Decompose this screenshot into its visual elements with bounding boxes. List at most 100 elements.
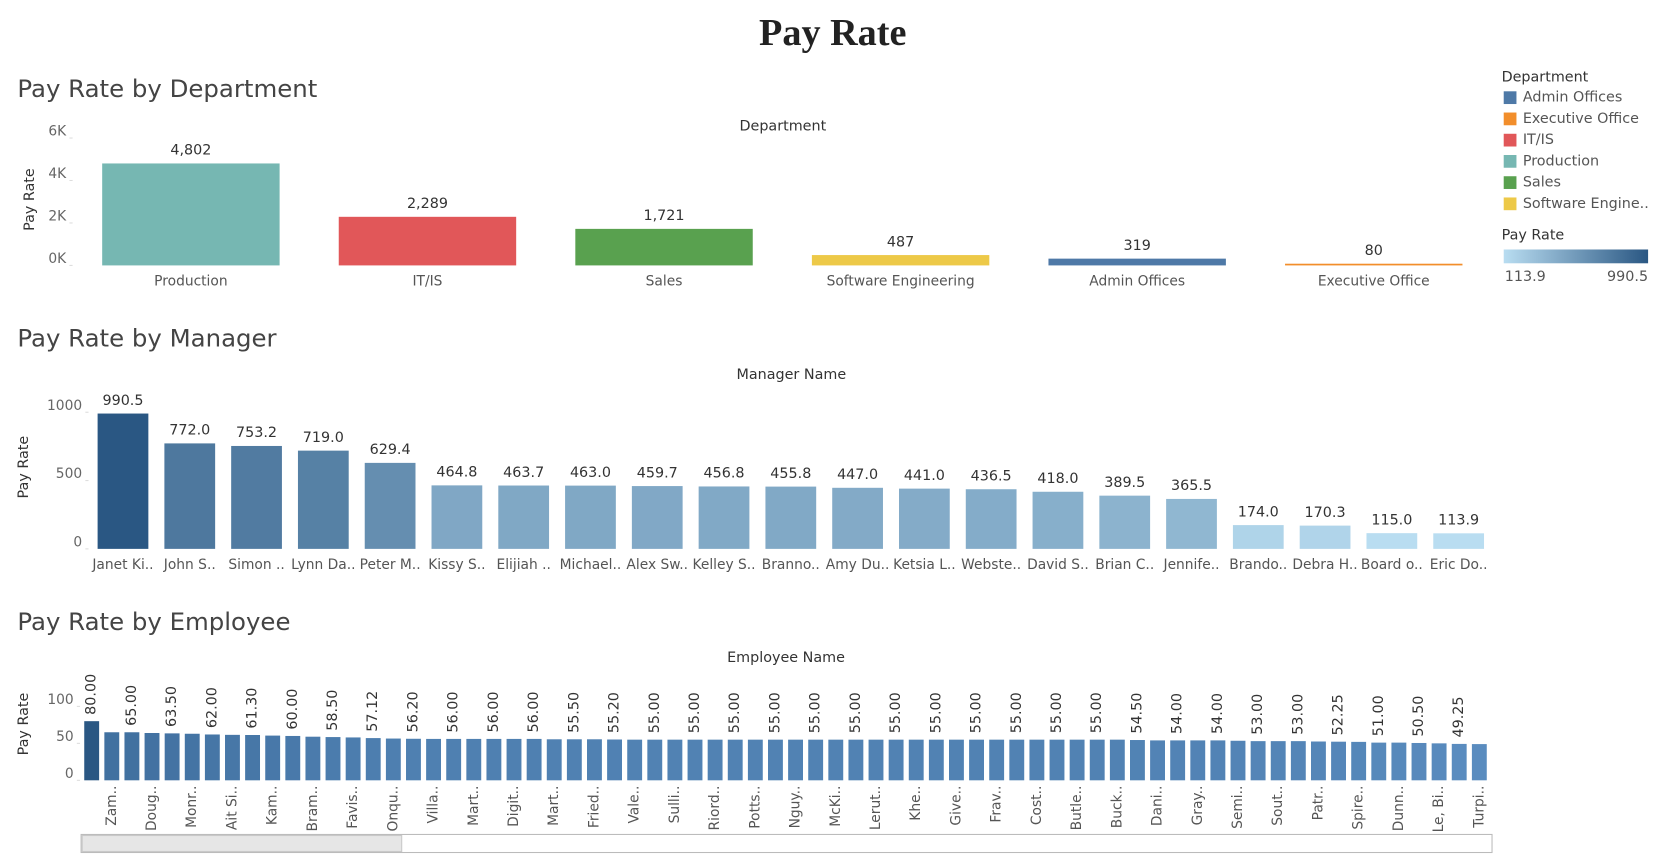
bar	[1069, 739, 1085, 781]
scrollbar-thumb[interactable]	[81, 834, 403, 852]
bar	[1009, 739, 1025, 781]
bar	[446, 738, 462, 781]
bar	[406, 738, 421, 781]
y-tick-label: 0K	[48, 251, 67, 267]
bar	[385, 738, 401, 781]
bar	[245, 734, 261, 781]
x-tick-label: Kelley S..	[692, 557, 755, 573]
bar	[832, 487, 883, 549]
x-tick-label: Lynn Da..	[291, 557, 355, 573]
x-tick-label: David S..	[1027, 557, 1089, 573]
bar	[647, 739, 663, 781]
bar	[506, 738, 522, 781]
data-label: 57.12	[365, 691, 381, 732]
bar	[1411, 742, 1427, 781]
data-label: 61.30	[245, 688, 261, 729]
color-ramp	[1503, 249, 1649, 264]
bar	[204, 734, 220, 781]
color-legend-max: 990.5	[1607, 269, 1648, 285]
bar	[566, 739, 582, 781]
x-axis-header: Department	[739, 118, 826, 134]
bar	[102, 163, 280, 266]
data-label: 55.00	[1089, 692, 1105, 733]
x-tick-label: Debra H..	[1292, 557, 1357, 573]
bar	[426, 738, 442, 781]
x-tick-label: Khe..	[908, 786, 924, 821]
x-tick-label: Branno..	[762, 557, 820, 573]
bar	[364, 462, 416, 549]
section-title: Pay Rate by Department	[17, 74, 317, 103]
x-tick-label: Onqu..	[385, 786, 401, 832]
x-tick-label: Buck..	[1109, 786, 1125, 829]
legend-swatch	[1503, 155, 1517, 168]
data-label: 1,721	[644, 208, 685, 224]
data-label: 174.0	[1238, 504, 1279, 520]
bar	[587, 739, 602, 781]
x-tick-label: Jennife..	[1163, 557, 1220, 573]
legend-swatch	[1503, 133, 1517, 147]
bar	[1351, 741, 1367, 781]
x-tick-label: Admin Offices	[1089, 273, 1185, 289]
x-tick-label: Brando..	[1229, 557, 1287, 573]
x-tick-label: Riord..	[707, 786, 723, 831]
x-tick-label: Kissy S..	[428, 557, 485, 573]
x-tick-label: Alex Sw..	[626, 557, 688, 573]
x-tick-label: Mart..	[466, 786, 482, 826]
x-tick-label: Michael..	[560, 557, 622, 573]
x-tick-label: Frav..	[989, 786, 1005, 823]
bar	[888, 739, 904, 781]
x-axis-header: Manager Name	[737, 367, 847, 383]
bar	[631, 486, 683, 549]
legend-label: Executive Office	[1523, 111, 1639, 127]
x-tick-label: Dunn..	[1391, 786, 1407, 832]
x-tick-label: Villa..	[426, 786, 442, 824]
bar	[765, 486, 817, 549]
x-tick-label: Board o..	[1361, 557, 1423, 573]
x-tick-label: Executive Office	[1318, 273, 1430, 289]
x-tick-label: Doug..	[144, 786, 160, 831]
bar	[84, 721, 100, 781]
bar	[949, 739, 964, 781]
x-tick-label: Ait Si..	[224, 786, 240, 830]
bar	[526, 738, 542, 781]
y-tick-label: 50	[56, 729, 74, 745]
legend-label: Software Engine..	[1523, 196, 1649, 212]
x-tick-label: Brian C..	[1095, 557, 1154, 573]
data-label: 55.00	[1049, 692, 1065, 733]
legend-label: Admin Offices	[1523, 90, 1623, 106]
x-tick-label: Peter M..	[360, 557, 421, 573]
bar	[144, 733, 160, 781]
x-tick-label: Le, Bi..	[1431, 786, 1447, 833]
bar	[431, 485, 483, 549]
data-label: 55.00	[808, 692, 824, 733]
y-tick-label: 2K	[48, 209, 67, 225]
bar	[1089, 739, 1105, 781]
bar	[1232, 525, 1284, 549]
bar	[969, 739, 984, 781]
x-tick-label: Turpi..	[1471, 786, 1487, 829]
bar	[1285, 263, 1463, 266]
bar	[265, 735, 281, 781]
y-tick-label: 0	[65, 766, 74, 782]
data-label: 55.00	[687, 692, 703, 733]
bar	[1299, 525, 1351, 549]
bar	[338, 216, 517, 266]
data-label: 365.5	[1171, 478, 1212, 494]
bar	[965, 489, 1017, 549]
data-label: 418.0	[1037, 471, 1078, 487]
bar	[466, 738, 482, 781]
data-label: 56.20	[405, 691, 421, 732]
bar	[104, 732, 120, 781]
x-tick-label: Amy Du..	[826, 557, 890, 573]
color-legend-min: 113.9	[1505, 269, 1546, 285]
bar	[811, 255, 990, 266]
data-label: 115.0	[1371, 512, 1412, 528]
dashboard-title: Pay Rate	[759, 12, 906, 54]
scrollbar-track[interactable]	[80, 833, 1493, 854]
data-label: 441.0	[904, 468, 945, 484]
bar	[1029, 739, 1045, 781]
data-label: 319	[1123, 238, 1150, 254]
x-tick-label: Eric Do..	[1430, 557, 1488, 573]
bar	[486, 738, 502, 781]
